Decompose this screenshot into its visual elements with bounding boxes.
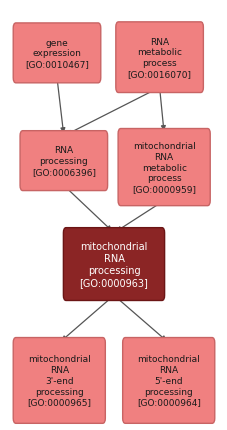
Text: RNA
metabolic
process
[GO:0016070]: RNA metabolic process [GO:0016070] — [127, 37, 191, 79]
Text: mitochondrial
RNA
5'-end
processing
[GO:0000964]: mitochondrial RNA 5'-end processing [GO:… — [136, 355, 200, 406]
FancyBboxPatch shape — [13, 338, 105, 423]
Text: mitochondrial
RNA
3'-end
processing
[GO:0000965]: mitochondrial RNA 3'-end processing [GO:… — [27, 355, 91, 406]
Text: RNA
processing
[GO:0006396]: RNA processing [GO:0006396] — [32, 146, 95, 176]
Text: gene
expression
[GO:0010467]: gene expression [GO:0010467] — [25, 39, 89, 69]
FancyBboxPatch shape — [118, 129, 209, 206]
FancyBboxPatch shape — [115, 23, 202, 93]
Text: mitochondrial
RNA
processing
[GO:0000963]: mitochondrial RNA processing [GO:0000963… — [79, 242, 148, 287]
FancyBboxPatch shape — [20, 132, 107, 191]
FancyBboxPatch shape — [13, 24, 100, 83]
Text: mitochondrial
RNA
metabolic
process
[GO:0000959]: mitochondrial RNA metabolic process [GO:… — [132, 142, 195, 194]
FancyBboxPatch shape — [63, 228, 164, 301]
FancyBboxPatch shape — [122, 338, 214, 423]
